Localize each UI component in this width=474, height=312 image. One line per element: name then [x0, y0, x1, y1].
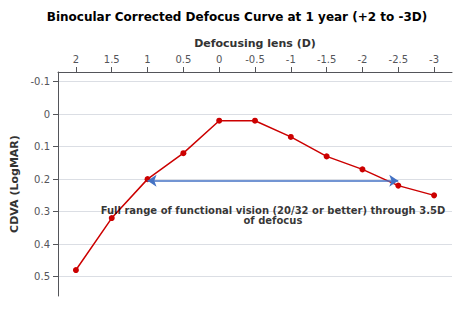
- svg-text:0: 0: [44, 109, 50, 120]
- svg-text:Binocular Corrected Defocus Cu: Binocular Corrected Defocus Curve at 1 y…: [47, 10, 427, 24]
- svg-text:-3: -3: [429, 54, 439, 65]
- svg-text:1.5: 1.5: [104, 54, 120, 65]
- svg-text:of defocus: of defocus: [243, 215, 302, 226]
- svg-text:1: 1: [144, 54, 150, 65]
- svg-text:Defocusing lens (D): Defocusing lens (D): [194, 37, 316, 50]
- svg-text:-1.5: -1.5: [317, 54, 337, 65]
- svg-text:-0.5: -0.5: [245, 54, 265, 65]
- svg-text:-2.5: -2.5: [389, 54, 409, 65]
- svg-text:0.5: 0.5: [175, 54, 191, 65]
- svg-text:0.3: 0.3: [34, 206, 50, 217]
- svg-text:0.2: 0.2: [34, 174, 50, 185]
- svg-text:0.4: 0.4: [34, 239, 50, 250]
- svg-text:-0.1: -0.1: [30, 76, 50, 87]
- svg-text:0: 0: [216, 54, 222, 65]
- svg-text:Full range of functional visio: Full range of functional vision (20/32 o…: [100, 205, 446, 216]
- svg-text:0.1: 0.1: [34, 141, 50, 152]
- svg-text:-2: -2: [357, 54, 367, 65]
- svg-text:2: 2: [73, 54, 79, 65]
- svg-text:-1: -1: [286, 54, 296, 65]
- svg-text:CDVA (LogMAR): CDVA (LogMAR): [8, 135, 21, 233]
- svg-text:0.5: 0.5: [34, 271, 50, 282]
